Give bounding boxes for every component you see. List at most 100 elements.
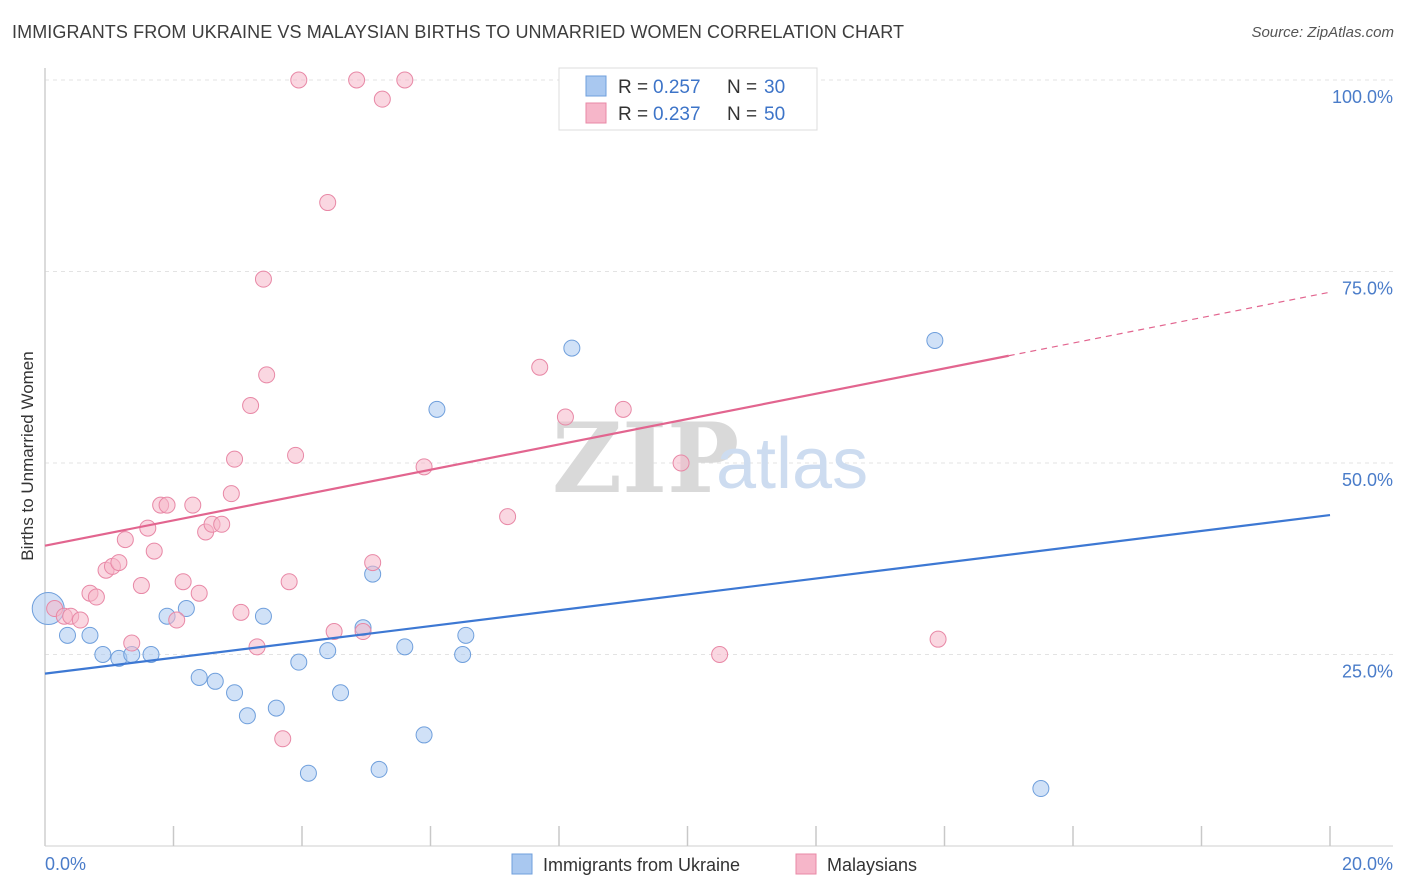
ukraine-point-21 xyxy=(370,760,388,778)
bottom-legend-swatch-ukraine xyxy=(511,853,533,875)
malaysians-trend-extension xyxy=(1008,291,1331,357)
legend-r-label-malaysians: R = xyxy=(618,104,653,125)
ukraine-point-17 xyxy=(319,642,337,660)
malaysians-point-22 xyxy=(213,515,231,533)
malaysians-point-30 xyxy=(274,730,292,748)
ukraine-point-27 xyxy=(563,339,581,357)
malaysians-point-37 xyxy=(354,623,372,641)
malaysians-point-32 xyxy=(287,446,305,464)
ukraine-point-3 xyxy=(94,646,112,663)
malaysians-point-24 xyxy=(226,450,244,468)
malaysians-point-34 xyxy=(319,194,337,212)
ukraine-point-12 xyxy=(238,707,256,725)
malaysians-point-31 xyxy=(280,573,298,591)
malaysians-point-33 xyxy=(290,71,308,89)
ukraine-point-23 xyxy=(415,726,433,744)
malaysians-point-17 xyxy=(174,573,192,591)
malaysians-point-43 xyxy=(531,358,549,376)
malaysians-point-35 xyxy=(325,623,343,641)
malaysians-point-5 xyxy=(87,588,105,606)
legend-r-value-malaysians: 0.237 xyxy=(653,104,701,125)
y-tick-label-3: 100.0% xyxy=(1332,87,1393,107)
ukraine-point-13 xyxy=(254,607,272,625)
legend-n-value-malaysians: 50 xyxy=(764,104,785,125)
ukraine-point-1 xyxy=(58,626,76,644)
malaysians-point-45 xyxy=(614,400,632,418)
trend-lines xyxy=(44,291,1331,675)
legend-swatch-ukraine xyxy=(585,75,607,97)
chart-title: IMMIGRANTS FROM UKRAINE VS MALAYSIAN BIR… xyxy=(12,22,905,42)
legend-n-value-ukraine: 30 xyxy=(764,77,785,98)
malaysians-point-18 xyxy=(184,496,202,514)
malaysians-point-39 xyxy=(373,90,391,108)
malaysians-point-46 xyxy=(672,454,690,472)
bottom-legend-label-ukraine: Immigrants from Ukraine xyxy=(543,855,740,875)
ukraine-point-10 xyxy=(206,672,224,690)
legend-n-label-malaysians: N = xyxy=(727,104,762,125)
malaysians-point-3 xyxy=(71,611,89,629)
watermark-atlas: atlas xyxy=(716,424,868,504)
watermark-zip: ZIP xyxy=(552,402,739,515)
source-label: Source: ZipAtlas.com xyxy=(1251,24,1394,41)
malaysians-point-36 xyxy=(348,71,366,89)
y-tick-label-2: 75.0% xyxy=(1342,279,1393,299)
watermark: ZIP atlas xyxy=(552,402,868,515)
malaysians-trend-line xyxy=(44,354,1009,547)
malaysians-point-12 xyxy=(139,519,157,537)
legend-swatch-malaysians xyxy=(585,102,607,124)
ukraine-point-11 xyxy=(226,684,244,702)
malaysians-point-13 xyxy=(145,542,163,560)
ukraine-point-2 xyxy=(81,626,99,644)
malaysians-point-29 xyxy=(258,366,276,384)
ukraine-point-6 xyxy=(142,646,160,663)
malaysians-point-16 xyxy=(168,611,186,629)
malaysians-point-44 xyxy=(556,408,574,426)
ukraine-trend-line xyxy=(44,513,1331,675)
axes xyxy=(44,68,1393,847)
y-axis-label: Births to Unmarried Women xyxy=(18,351,37,560)
malaysians-point-28 xyxy=(254,270,272,288)
legend-n-label-ukraine: N = xyxy=(727,77,762,98)
ukraine-point-9 xyxy=(190,668,208,686)
malaysians-point-25 xyxy=(232,603,250,621)
stats-legend: R = 0.257 N = 30 R = 0.237 N = 50 xyxy=(558,67,818,131)
malaysians-point-10 xyxy=(123,634,141,652)
ukraine-point-22 xyxy=(396,638,414,656)
malaysians-point-8 xyxy=(110,554,128,572)
x-tick-label-0: 0.0% xyxy=(45,854,86,874)
y-tick-label-1: 50.0% xyxy=(1342,470,1393,490)
malaysians-point-23 xyxy=(222,485,240,503)
ukraine-point-26 xyxy=(457,626,475,644)
malaysians-point-47 xyxy=(711,646,729,663)
legend-r-value-ukraine: 0.257 xyxy=(653,77,701,98)
malaysians-point-15 xyxy=(158,496,176,514)
grid-lines xyxy=(45,79,1393,655)
malaysians-point-19 xyxy=(190,584,208,602)
series-legend: Immigrants from Ukraine Malaysians xyxy=(511,853,917,875)
ukraine-point-29 xyxy=(1032,780,1050,798)
legend-r-label-ukraine: R = xyxy=(618,77,653,98)
x-tick-label-1: 20.0% xyxy=(1342,854,1393,874)
y-tick-label-0: 25.0% xyxy=(1342,662,1393,682)
ukraine-point-15 xyxy=(290,653,308,671)
ukraine-point-8 xyxy=(177,600,195,618)
ukraine-point-24 xyxy=(428,400,446,418)
malaysians-point-48 xyxy=(929,630,947,648)
data-points xyxy=(31,71,1050,798)
x-ticks: 0.0% 20.0% xyxy=(45,826,1393,874)
malaysians-point-42 xyxy=(499,508,517,526)
ukraine-point-14 xyxy=(267,699,285,717)
y-ticks: 25.0% 50.0% 75.0% 100.0% xyxy=(1332,87,1393,682)
malaysians-point-9 xyxy=(116,531,134,549)
ukraine-point-28 xyxy=(926,331,944,349)
bottom-legend-swatch-malaysians xyxy=(795,853,817,875)
malaysians-point-11 xyxy=(132,577,150,595)
ukraine-point-18 xyxy=(332,684,350,702)
malaysians-point-40 xyxy=(396,71,414,89)
ukraine-point-16 xyxy=(299,764,317,782)
malaysians-point-26 xyxy=(242,397,260,415)
ukraine-point-25 xyxy=(454,646,472,663)
bottom-legend-label-malaysians: Malaysians xyxy=(827,855,917,875)
malaysians-point-38 xyxy=(364,554,382,572)
